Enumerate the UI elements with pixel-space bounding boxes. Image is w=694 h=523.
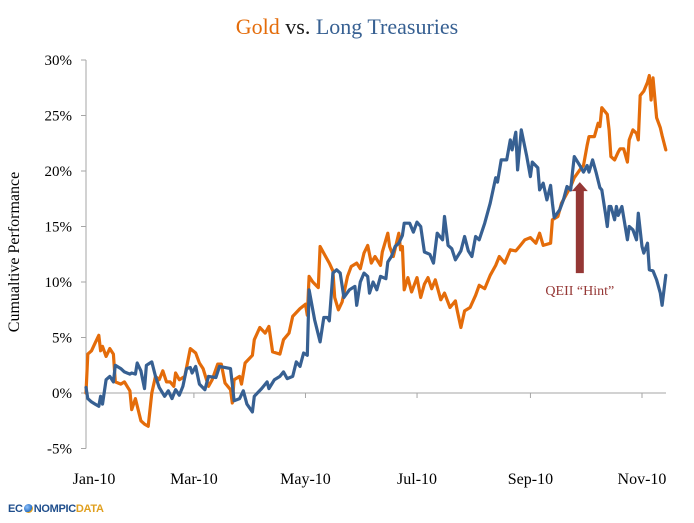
y-tick-label: 10% bbox=[45, 275, 73, 291]
logo-text-data: DATA bbox=[75, 503, 104, 515]
series-line-long-treasuries bbox=[84, 128, 668, 414]
economicdata-logo: EC NOMPICDATA bbox=[8, 503, 104, 515]
x-tick-label: Jan-10 bbox=[73, 471, 116, 488]
x-tick-label: Sep-10 bbox=[508, 471, 553, 488]
annotation-arrow bbox=[571, 182, 588, 274]
series-group bbox=[84, 73, 668, 428]
y-tick-label: 30% bbox=[45, 53, 73, 69]
annotation-group: QEII “Hint” bbox=[545, 182, 614, 299]
title-vs: vs. bbox=[279, 14, 316, 39]
y-tick-label: 25% bbox=[45, 109, 73, 125]
globe-icon bbox=[23, 504, 33, 513]
logo-text-ec: EC bbox=[8, 503, 23, 515]
annotation-label: QEII “Hint” bbox=[545, 284, 614, 299]
series-line-gold bbox=[84, 73, 668, 428]
y-tick-label: 5% bbox=[52, 331, 72, 347]
x-tick-label: May-10 bbox=[280, 471, 331, 488]
y-axis-label: Cumualtive Performance bbox=[6, 172, 23, 332]
y-tick-label: 0% bbox=[52, 386, 72, 402]
y-tick-label: 15% bbox=[45, 220, 73, 236]
x-tick-label: Jul-10 bbox=[397, 471, 437, 488]
logo-text-nompic: NOMPIC bbox=[33, 503, 77, 515]
axes: -5% 0% 5% 10% 15% 20% 25% 30% Jan-10 Mar-10 May-10… bbox=[45, 53, 667, 488]
chart-title: Gold vs. Long Treasuries bbox=[0, 14, 694, 40]
y-tick-label: -5% bbox=[47, 442, 72, 458]
title-gold: Gold bbox=[235, 14, 280, 39]
x-tick-label: Mar-10 bbox=[170, 471, 218, 488]
title-treasuries: Long Treasuries bbox=[315, 14, 459, 39]
x-tick-label: Nov-10 bbox=[618, 471, 667, 488]
y-tick-label: 20% bbox=[45, 164, 73, 180]
